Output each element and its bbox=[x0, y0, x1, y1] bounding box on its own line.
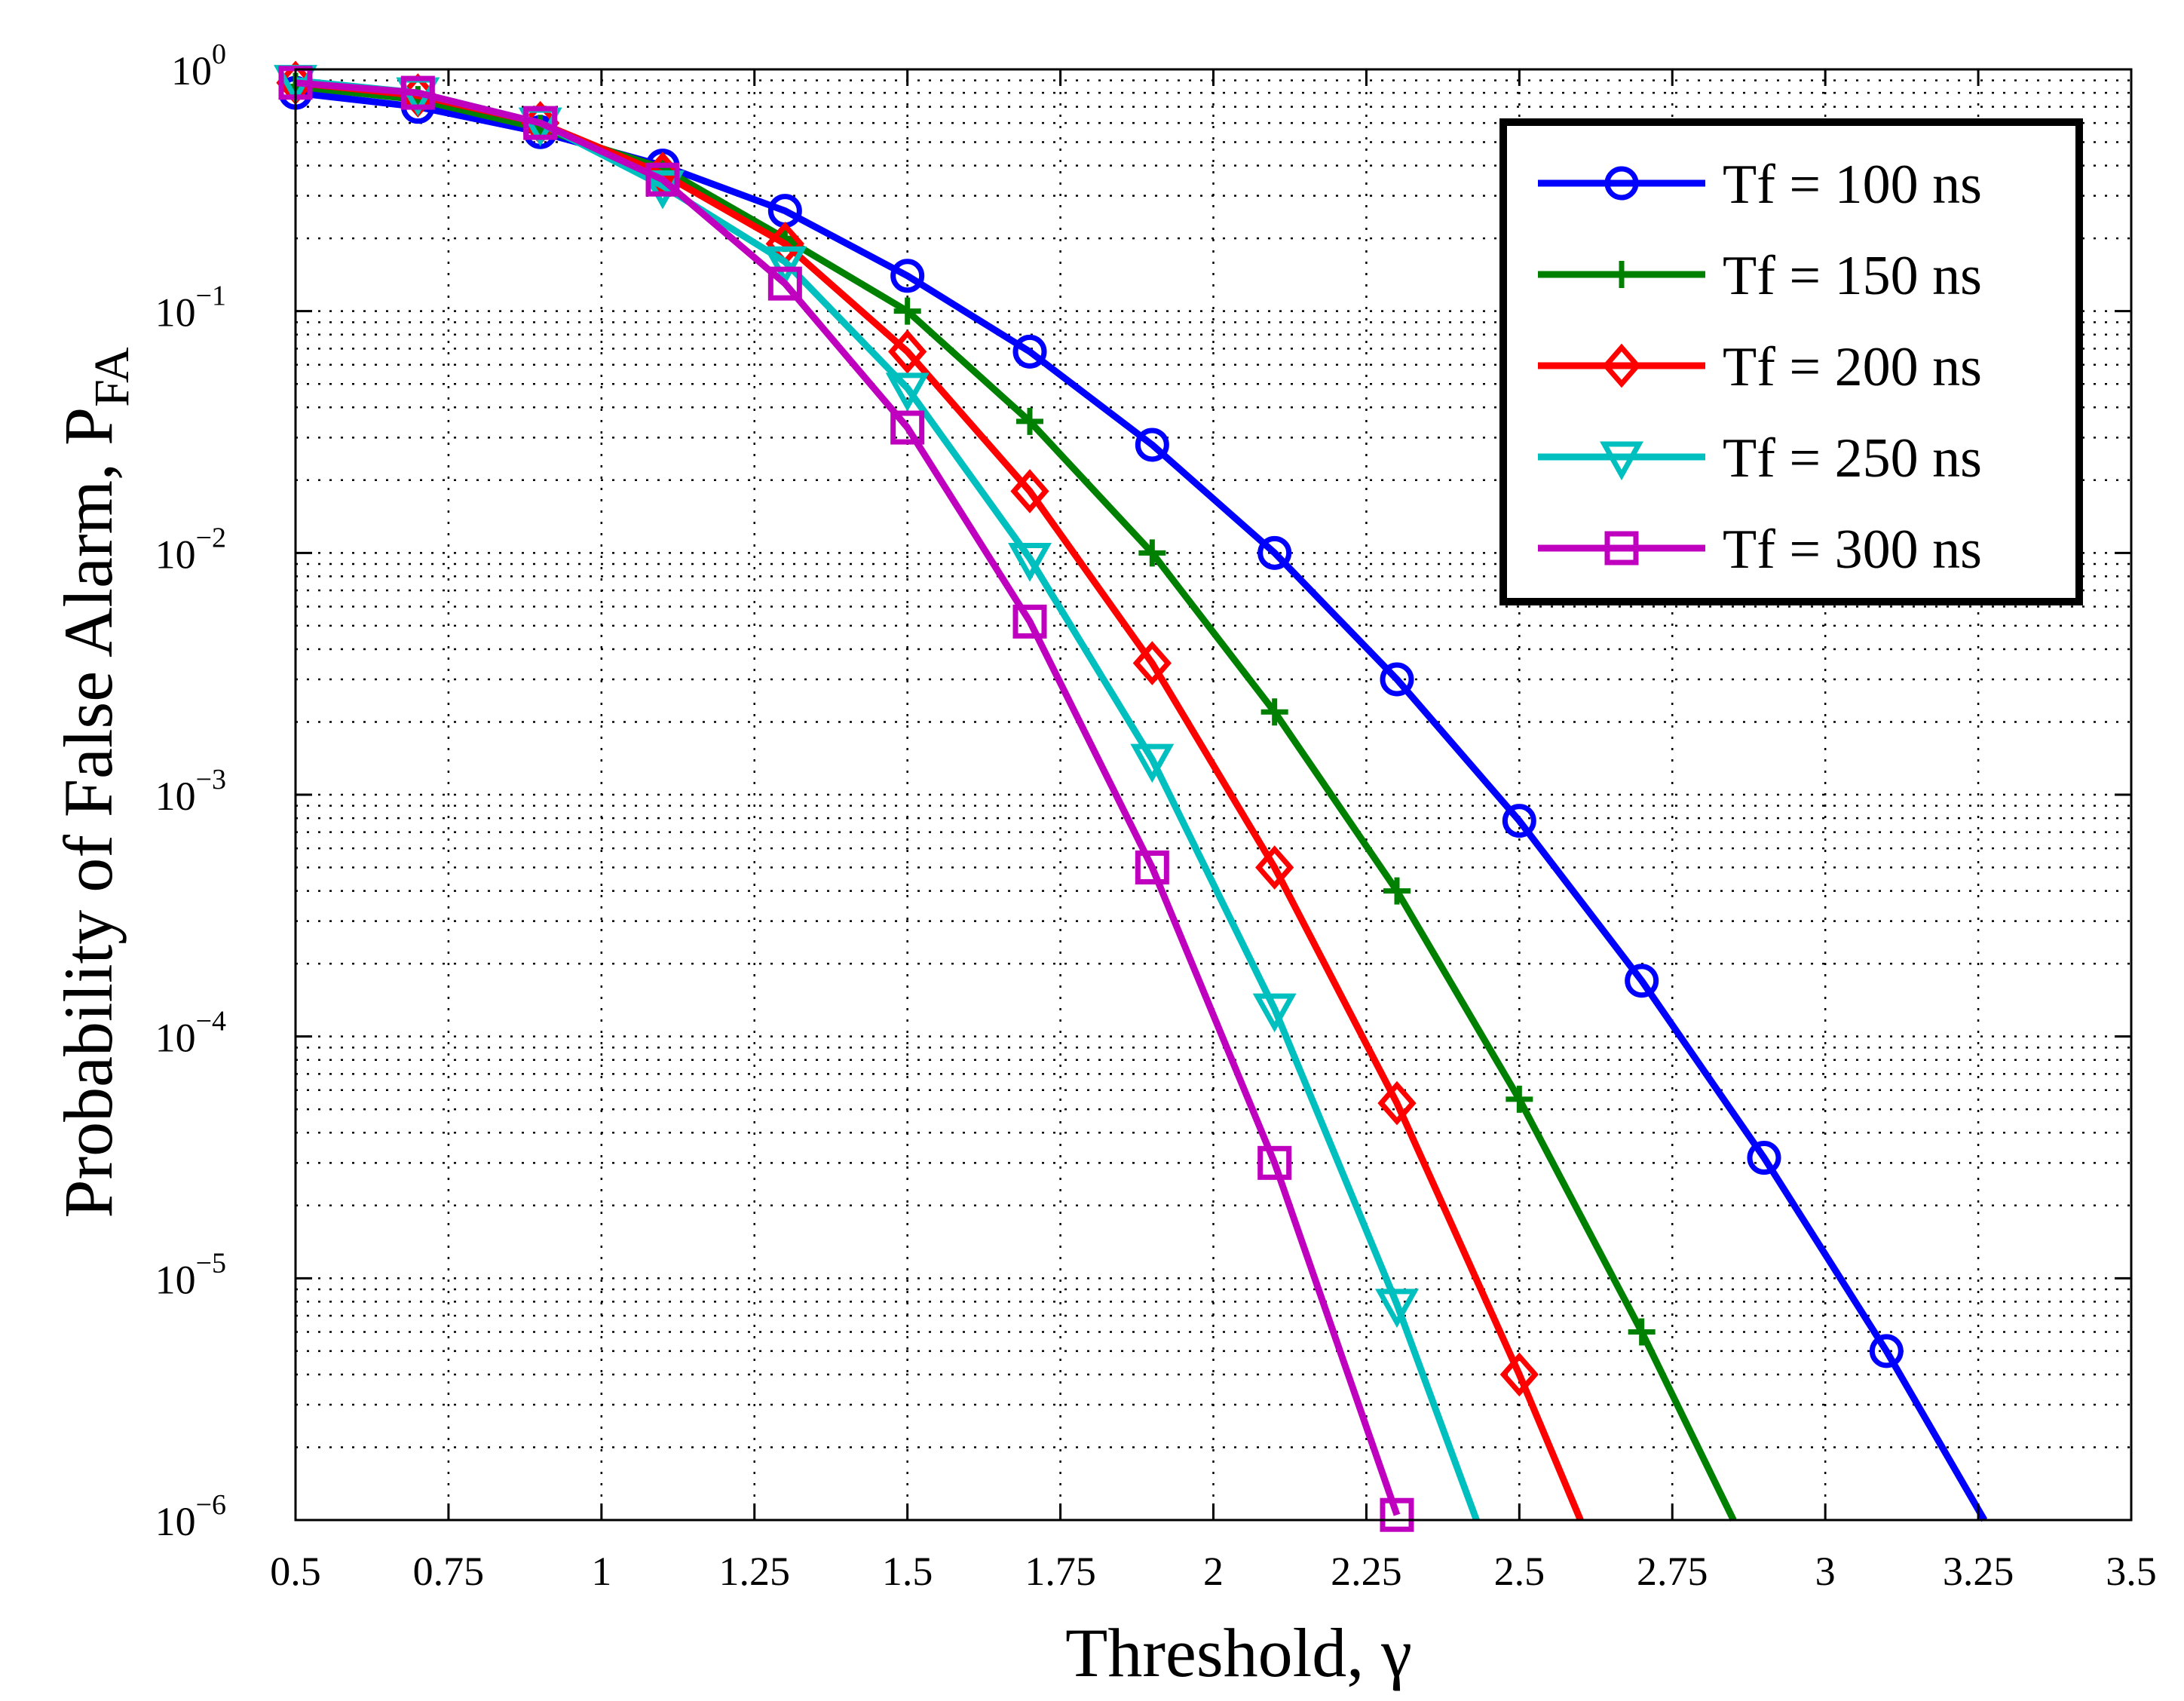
legend-entry: Tf = 200 ns bbox=[1538, 336, 1982, 398]
series-line bbox=[295, 79, 1401, 1516]
x-tick-label: 2 bbox=[1203, 1549, 1224, 1594]
legend-label: Tf = 300 ns bbox=[1723, 519, 1982, 581]
data-point bbox=[1375, 1289, 1419, 1329]
x-tick-label: 2.5 bbox=[1494, 1549, 1545, 1594]
tick-labels: 0.5 0.75 1 1.25 1.5 1.75 2 2.25 2.5 2.75 3 3.25 3.5 1… bbox=[155, 38, 2157, 1594]
data-point bbox=[1499, 1352, 1539, 1397]
data-point bbox=[1012, 604, 1047, 639]
data-point bbox=[645, 162, 680, 197]
y-tick-label: 100 bbox=[171, 38, 226, 93]
y-tick-base: 10 bbox=[155, 1499, 196, 1544]
data-point bbox=[1380, 1497, 1414, 1532]
x-tick-label: 0.75 bbox=[413, 1549, 485, 1594]
y-tick-exponent: −6 bbox=[196, 1489, 226, 1521]
y-tick-base: 10 bbox=[155, 1257, 196, 1302]
legend-label: Tf = 100 ns bbox=[1723, 154, 1982, 216]
data-point bbox=[1252, 993, 1297, 1033]
data-point bbox=[1747, 1141, 1781, 1175]
y-tick-exponent: −2 bbox=[196, 522, 226, 553]
data-point bbox=[1383, 877, 1411, 905]
y-tick-base: 10 bbox=[155, 290, 196, 336]
y-tick-exponent: −3 bbox=[196, 764, 226, 795]
axes bbox=[294, 68, 2133, 1522]
y-tick-label: 10−3 bbox=[155, 764, 226, 819]
data-point bbox=[893, 297, 921, 325]
x-tick-label: 1.5 bbox=[882, 1549, 933, 1594]
data-point bbox=[1255, 845, 1294, 890]
y-axis-title-main: Probability of False Alarm, P bbox=[50, 407, 127, 1218]
data-point bbox=[1869, 1334, 1904, 1368]
data-point bbox=[1625, 964, 1659, 998]
y-tick-exponent: −5 bbox=[196, 1247, 226, 1279]
data-point bbox=[523, 106, 558, 140]
data-point bbox=[1377, 1080, 1417, 1126]
data-point bbox=[890, 410, 925, 445]
x-tick-label: 1.25 bbox=[719, 1549, 791, 1594]
data-point bbox=[1138, 539, 1166, 567]
legend-marker bbox=[1604, 531, 1639, 565]
data-point bbox=[1380, 662, 1414, 697]
legend-box bbox=[1499, 118, 2083, 605]
legend-marker bbox=[1608, 261, 1635, 288]
x-axis-title: Threshold, γ bbox=[1065, 1614, 1412, 1691]
y-tick-label: 10−2 bbox=[155, 522, 226, 577]
y-tick-base: 10 bbox=[155, 532, 196, 577]
data-point bbox=[1010, 469, 1049, 513]
legend-marker bbox=[1604, 166, 1639, 201]
legend-label: Tf = 200 ns bbox=[1723, 336, 1982, 398]
data-point bbox=[1257, 535, 1292, 570]
legend-marker bbox=[1600, 441, 1643, 481]
data-point bbox=[400, 75, 435, 110]
y-tick-base: 10 bbox=[155, 774, 196, 819]
data-point bbox=[1135, 851, 1169, 885]
x-tick-label: 3.25 bbox=[1943, 1549, 2014, 1594]
legend-entry: Tf = 300 ns bbox=[1538, 519, 1982, 581]
data-point bbox=[1260, 698, 1288, 726]
y-tick-label: 10−4 bbox=[155, 1006, 226, 1061]
data-point bbox=[767, 266, 802, 301]
data-series bbox=[274, 60, 1988, 1532]
legend-marker bbox=[1602, 343, 1641, 388]
data-point bbox=[763, 246, 807, 286]
y-tick-base: 10 bbox=[155, 1016, 196, 1061]
legend: Tf = 100 ns Tf = 150 ns Tf = 200 ns Tf = 25… bbox=[1499, 118, 2083, 605]
y-tick-label: 10−5 bbox=[155, 1247, 226, 1302]
data-point bbox=[1506, 1085, 1533, 1113]
data-point bbox=[1628, 1318, 1656, 1346]
data-point bbox=[1257, 1145, 1292, 1180]
x-tick-label: 1.75 bbox=[1025, 1549, 1096, 1594]
legend-entry: Tf = 250 ns bbox=[1538, 428, 1982, 489]
legend-entry: Tf = 150 ns bbox=[1538, 245, 1982, 307]
y-tick-label: 10−6 bbox=[155, 1489, 226, 1544]
data-point bbox=[1008, 542, 1052, 582]
series-2 bbox=[282, 72, 1737, 1522]
y-tick-base: 10 bbox=[171, 48, 212, 93]
x-tick-label: 0.5 bbox=[270, 1549, 321, 1594]
data-point bbox=[1132, 641, 1172, 685]
x-tick-label: 1 bbox=[591, 1549, 611, 1594]
legend-label: Tf = 150 ns bbox=[1723, 245, 1982, 307]
y-tick-exponent: −1 bbox=[196, 280, 226, 312]
x-tick-label: 3 bbox=[1815, 1549, 1836, 1594]
y-axis-title-subscript: FA bbox=[84, 347, 139, 407]
data-point bbox=[1135, 428, 1169, 462]
y-tick-exponent: 0 bbox=[212, 38, 226, 70]
x-tick-label: 3.5 bbox=[2106, 1549, 2157, 1594]
data-point bbox=[1502, 804, 1536, 838]
data-point bbox=[1012, 334, 1047, 369]
data-point bbox=[885, 372, 930, 412]
data-point bbox=[1016, 407, 1043, 435]
data-point bbox=[888, 329, 927, 374]
data-point bbox=[890, 259, 925, 293]
grid bbox=[296, 69, 2131, 1520]
legend-entry: Tf = 100 ns bbox=[1538, 154, 1982, 216]
legend-label: Tf = 250 ns bbox=[1723, 428, 1982, 489]
x-tick-label: 2.25 bbox=[1331, 1549, 1402, 1594]
x-tick-label: 2.75 bbox=[1637, 1549, 1708, 1594]
y-axis-title: Probability of False Alarm, PFA bbox=[50, 347, 139, 1218]
y-tick-exponent: −4 bbox=[196, 1006, 226, 1037]
y-tick-label: 10−1 bbox=[155, 280, 226, 336]
data-point bbox=[1130, 743, 1175, 783]
